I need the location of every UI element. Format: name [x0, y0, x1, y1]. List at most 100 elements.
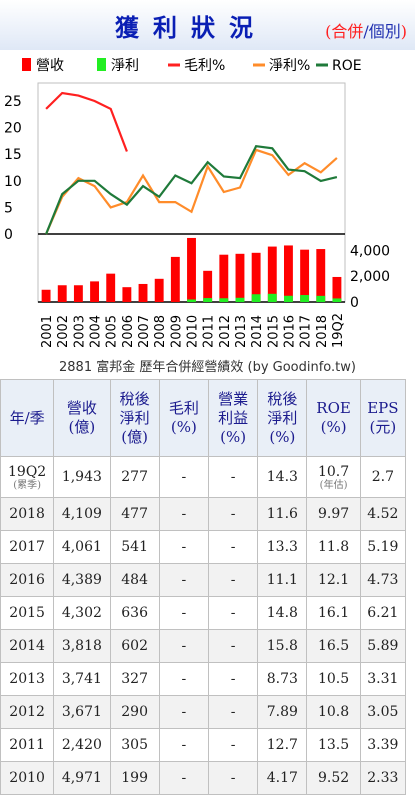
cell-period: 2013 — [0, 662, 55, 696]
cell-value: 484 — [121, 572, 148, 588]
net-income-bar — [203, 298, 213, 302]
table-row: 2017 4,061 541 - - 13.3 11.8 5.19 — [0, 530, 407, 564]
legend-label-4: 淨利% — [269, 58, 310, 74]
revenue-bar — [90, 281, 99, 302]
cell-value: 2011 — [9, 737, 45, 753]
slash: / — [363, 22, 369, 41]
legend-swatch-1 — [22, 58, 31, 71]
cell-value: 9.52 — [317, 770, 350, 786]
cell-value: 5.89 — [367, 638, 399, 654]
cell-revenue: 2,420 — [53, 728, 111, 762]
x-tick-label: 2002 — [56, 315, 71, 348]
cell-value: 16.5 — [317, 638, 350, 654]
cell-net: 327 — [109, 662, 160, 696]
cell-value: 12.1 — [317, 572, 350, 588]
left-tick-label: 0 — [4, 227, 13, 243]
x-tick-label: 2013 — [234, 315, 249, 348]
cell-net: 277 — [109, 456, 160, 498]
revenue-bar — [41, 289, 51, 302]
table-row: 2018 4,109 477 - - 11.6 9.97 4.52 — [0, 497, 407, 531]
net-income-bar — [219, 298, 229, 302]
x-tick-label: 2005 — [105, 315, 120, 348]
cell-value: - — [230, 469, 236, 485]
legend-label-2: 淨利 — [111, 58, 139, 74]
x-tick-label: 2007 — [137, 315, 152, 348]
cell-value: 4,971 — [61, 770, 102, 786]
cell-netpct: 11.6 — [257, 497, 308, 531]
revenue-bar — [154, 278, 164, 302]
cell-value: 4,109 — [61, 506, 102, 522]
x-tick-label: 2008 — [153, 315, 168, 348]
cell-gross: - — [158, 596, 209, 630]
cell-value: - — [230, 704, 236, 720]
cell-value: - — [181, 506, 187, 522]
cell-revenue: 3,741 — [53, 662, 111, 696]
cell-net: 477 — [109, 497, 160, 531]
cell-value: 14.3 — [266, 469, 298, 485]
revenue-bar — [138, 283, 148, 302]
cell-value: 16.1 — [317, 605, 350, 621]
cell-roe: 9.52 — [306, 761, 361, 795]
cell-value: 1,943 — [61, 469, 102, 485]
cell-eps: 3.39 — [359, 728, 407, 762]
legend-label-5: ROE — [332, 58, 362, 74]
cell-gross: - — [158, 695, 209, 729]
revenue-bar — [235, 253, 245, 302]
cell-net: 636 — [109, 596, 160, 630]
cell-netpct: 15.8 — [257, 629, 308, 663]
x-tick-label: 2010 — [186, 315, 201, 348]
individual-link[interactable]: 個別 — [368, 22, 401, 41]
cell-netpct: 14.3 — [257, 456, 308, 498]
column-header: EPS (元) — [359, 379, 407, 457]
cell-revenue: 4,061 — [53, 530, 111, 564]
cell-net: 290 — [109, 695, 160, 729]
cell-value: 13.5 — [317, 737, 350, 753]
cell-roe: 13.5 — [306, 728, 361, 762]
cell-period: 2017 — [0, 530, 55, 564]
cell-value: 477 — [121, 506, 148, 522]
cell-op: - — [207, 456, 259, 498]
cell-op: - — [207, 629, 259, 663]
x-tick-label: 2001 — [40, 315, 55, 348]
column-header: 年/季 — [0, 379, 55, 457]
cell-value: - — [230, 539, 236, 555]
revenue-bar — [284, 245, 293, 302]
series-line-3 — [45, 145, 338, 235]
cell-value: - — [181, 469, 187, 485]
cell-op: - — [207, 662, 259, 696]
net-income-bar — [235, 297, 245, 302]
cell-eps: 6.21 — [359, 596, 407, 630]
cell-value: 13.3 — [266, 539, 298, 555]
profit-table: 年/季 營收 (億) 稅後 淨利 (億) 毛利 (%) 營業 利益 (%) 稅後 淨利 (%) ROE (%)… — [0, 379, 407, 795]
cell-gross: - — [158, 662, 209, 696]
cell-roe: 9.97 — [306, 497, 361, 531]
chart-area: 營收 淨利 毛利% 淨利% ROE 25 20 15 10 5 0 4,000 2,000 0 2001 20… — [0, 50, 415, 378]
cell-value: 10.7 — [317, 463, 350, 480]
consolidated-toggle: (合併/個別) — [325, 18, 407, 42]
cell-value: 636 — [121, 605, 148, 621]
x-tick-label: 2006 — [121, 315, 136, 348]
cell-value: 2010 — [9, 770, 45, 786]
cell-eps: 3.05 — [359, 695, 407, 729]
cell-gross: - — [158, 456, 209, 498]
cell-roe: 10.7 (年估) — [306, 456, 361, 498]
x-tick-label: 19Q2 — [331, 313, 346, 348]
cell-gross: - — [158, 761, 209, 795]
cell-value: 2012 — [9, 704, 45, 720]
cell-value: - — [181, 737, 187, 753]
cell-value: 541 — [121, 539, 148, 555]
series-line-1 — [45, 91, 128, 152]
cell-value: - — [181, 605, 187, 621]
right-tick-label: 0 — [350, 295, 359, 311]
cell-value: 5.19 — [367, 539, 399, 555]
consolidated-link[interactable]: 合併 — [331, 22, 364, 41]
cell-period: 2018 — [0, 497, 55, 531]
cell-roe: 11.8 — [306, 530, 361, 564]
column-header: 稅後 淨利 (億) — [109, 379, 160, 457]
cell-netpct: 14.8 — [257, 596, 308, 630]
cell-revenue: 4,389 — [53, 563, 111, 597]
cell-period: 19Q2 (累季) — [0, 456, 55, 498]
cell-period: 2015 — [0, 596, 55, 630]
cell-value: 14.8 — [266, 605, 298, 621]
